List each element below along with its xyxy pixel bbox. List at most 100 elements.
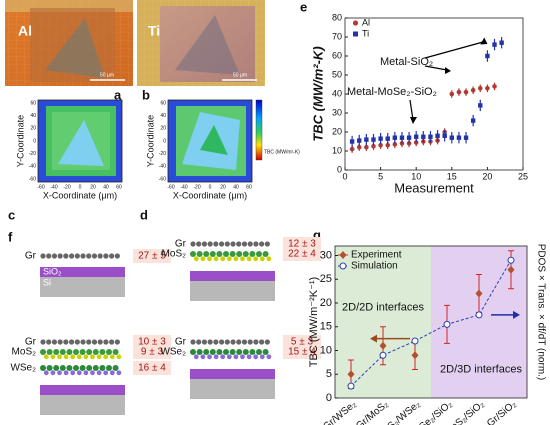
atom [216, 349, 223, 355]
point [443, 320, 451, 328]
atom [50, 354, 56, 360]
point [364, 137, 369, 142]
atom [70, 370, 76, 376]
atom [216, 251, 223, 257]
point [349, 146, 355, 152]
panel-label: f [8, 229, 13, 244]
x-tick-label: 20 [90, 184, 96, 190]
substrate-label: Si [43, 277, 51, 287]
point [475, 311, 483, 319]
atom [57, 354, 62, 360]
legend-label: Ti [362, 28, 369, 38]
y-tick-label: 80 [332, 12, 342, 22]
atom [57, 370, 62, 376]
arrowhead [410, 117, 417, 124]
point [371, 137, 376, 142]
y-tick-label: 20 [30, 126, 36, 132]
point [456, 89, 462, 95]
atom [190, 251, 196, 257]
point [507, 256, 515, 264]
x-tick-label: 0 [342, 171, 347, 181]
point [347, 370, 355, 379]
x-tick-label: 40 [233, 184, 239, 190]
point [463, 135, 469, 140]
value-box [283, 345, 321, 359]
atom [79, 365, 86, 371]
atom [236, 241, 242, 247]
atom [209, 349, 216, 355]
atom [109, 339, 115, 345]
atom [63, 253, 69, 259]
x-tick-label: Gr/SiO₂ [485, 399, 519, 425]
atom [213, 339, 219, 345]
atom [109, 370, 115, 376]
y-tick-label: 30 [332, 107, 342, 117]
atom [116, 370, 122, 376]
atom [50, 370, 56, 376]
point [449, 91, 455, 97]
atom [241, 241, 248, 247]
tbc-value: 10 ± 3 [138, 337, 166, 348]
atom [196, 251, 203, 257]
atom [116, 354, 122, 360]
atom [236, 349, 243, 355]
atom [69, 339, 75, 345]
point [478, 103, 483, 108]
atom [219, 241, 225, 247]
legend-label: Al [362, 17, 370, 27]
tbc-value: 16 ± 4 [138, 363, 166, 374]
atom [253, 241, 259, 247]
y-tick-label: 40 [332, 88, 342, 98]
legend-marker [353, 31, 358, 37]
point [435, 133, 440, 138]
layer-label: MoS₂ [12, 347, 37, 358]
atom [240, 354, 245, 360]
y-tick-label: 40 [160, 113, 166, 119]
tbc-value: 22 ± 4 [288, 249, 316, 260]
point [463, 89, 469, 95]
atom [259, 241, 265, 247]
atom [253, 339, 259, 345]
panel-label: a [114, 87, 122, 102]
y-tick-label: 5 [326, 368, 332, 380]
point [379, 341, 387, 350]
atom [83, 354, 89, 360]
point [456, 135, 462, 140]
legend-label: Experiment [351, 250, 402, 261]
y-tick-label: 15 [320, 321, 332, 333]
y-tick-label: -20 [159, 151, 166, 157]
tbc-value: 27 ± 5 [138, 251, 166, 262]
tbc-value: 15 ± 4 [288, 347, 316, 358]
y-tick-label: 10 [320, 344, 332, 356]
y-axis-label: TBC (MW/m²-K) [310, 46, 325, 141]
y-axis-label: Y-Coordinate [15, 115, 25, 167]
atom [223, 251, 229, 257]
annotation: Metal-SiO₂ [380, 56, 433, 68]
atom [236, 339, 242, 345]
point [379, 351, 387, 359]
point [392, 135, 398, 140]
atom [92, 365, 99, 371]
atom [46, 349, 53, 355]
arrow [424, 65, 448, 71]
x-tick-label: Gr/MoS₂ [354, 399, 391, 425]
atom [80, 253, 86, 259]
atom [90, 354, 95, 360]
x-tick-label: 0 [79, 184, 82, 190]
atom [96, 370, 102, 376]
value-box [133, 345, 171, 359]
atom [207, 339, 213, 345]
point [349, 139, 355, 144]
layer-label: Gr [175, 239, 187, 250]
point [411, 351, 419, 360]
atom [200, 354, 206, 360]
atom [213, 256, 219, 262]
arrow [424, 41, 484, 59]
legend-marker [352, 20, 359, 26]
point [485, 53, 490, 59]
point [378, 143, 383, 148]
atom [262, 349, 269, 355]
y-tick-label: 30 [320, 249, 332, 261]
scale-bar-label: 50 μm [233, 72, 247, 78]
x-tick-label: -40 [50, 184, 57, 190]
